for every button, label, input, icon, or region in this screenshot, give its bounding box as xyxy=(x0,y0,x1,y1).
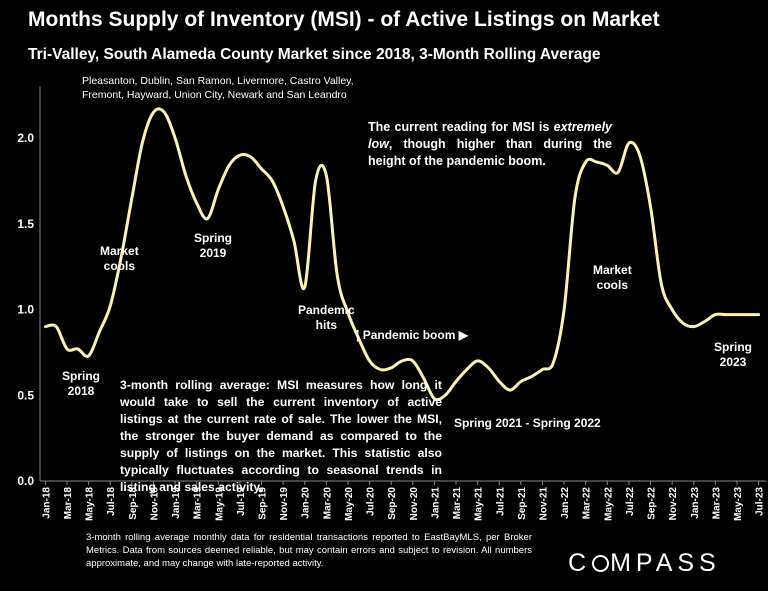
x-tick-label: May-23 xyxy=(733,487,744,521)
annotation-spring-2018: Spring 2018 xyxy=(62,369,100,398)
y-tick-label: 1.5 xyxy=(17,217,34,231)
x-tick-label: Sep-20 xyxy=(387,487,398,520)
y-tick-label: 0.0 xyxy=(17,474,34,488)
compass-logo-o-mark xyxy=(592,555,610,572)
x-tick-label: Sep-18 xyxy=(128,487,139,520)
x-tick-label: May-22 xyxy=(603,487,614,521)
x-tick-label: Mar-20 xyxy=(322,487,333,520)
x-tick-label: Jan-21 xyxy=(430,487,441,519)
x-tick-label: Nov-18 xyxy=(149,487,160,521)
chart-title: Months Supply of Inventory (MSI) - of Ac… xyxy=(28,8,660,31)
x-tick-label: May-18 xyxy=(85,487,96,521)
x-tick-label: May-19 xyxy=(214,487,225,521)
x-tick-label: Nov-19 xyxy=(279,487,290,521)
x-tick-label: May-21 xyxy=(474,487,485,521)
annotation-market-cools-1: Market cools xyxy=(100,244,139,273)
x-tick-label: Jan-23 xyxy=(690,487,701,519)
x-tick-label: Jul-22 xyxy=(625,487,636,516)
x-axis: Jan-18 Mar-18 May-18 Jul-18 Sep-18 Nov-18 Jan-… xyxy=(40,480,766,521)
annotation-market-cools-2: Market cools xyxy=(593,263,632,292)
x-tick-label: Sep-22 xyxy=(647,487,658,520)
x-tick-label: Nov-21 xyxy=(538,487,549,521)
annotation-spring-2021-2022: Spring 2021 - Spring 2022 xyxy=(454,416,601,430)
x-tick-label: May-20 xyxy=(344,487,355,521)
x-tick-label: Jan-20 xyxy=(301,487,312,519)
y-tick-label: 1.0 xyxy=(17,303,34,317)
x-tick-label: Mar-19 xyxy=(193,487,204,520)
annotation-pandemic-hits: Pandemic hits xyxy=(298,303,355,332)
y-tick-label: 2.0 xyxy=(17,131,34,145)
chart-subtitle: Tri-Valley, South Alameda County Market … xyxy=(28,46,601,63)
x-tick-label: Sep-21 xyxy=(517,487,528,520)
cities-label: Pleasanton, Dublin, San Ramon, Livermore… xyxy=(82,74,354,102)
compass-logo: C MPASS xyxy=(568,549,721,577)
x-tick-label: Jul-20 xyxy=(366,487,377,516)
x-tick-label: Nov-20 xyxy=(409,487,420,521)
x-tick-label: Mar-22 xyxy=(582,487,593,520)
x-tick-label: Jul-23 xyxy=(755,487,766,516)
x-tick-label: Jul-18 xyxy=(106,487,117,516)
cities-line-2: Fremont, Hayward, Union City, Newark and… xyxy=(82,89,347,101)
source-footnote: 3-month rolling average monthly data for… xyxy=(86,532,532,569)
x-tick-label: Jul-21 xyxy=(495,487,506,516)
x-tick-label: Sep-19 xyxy=(258,487,269,520)
x-tick-label: Mar-21 xyxy=(452,487,463,520)
x-tick-label: Nov-22 xyxy=(668,487,679,521)
x-tick-label: Jul-19 xyxy=(236,487,247,516)
annotation-pandemic-boom: | Pandemic boom ▶ xyxy=(356,328,468,342)
x-tick-label: Mar-23 xyxy=(711,487,722,520)
x-tick-label: Jan-18 xyxy=(41,487,52,519)
y-axis: 0.0 0.5 1.0 1.5 2.0 xyxy=(17,86,41,488)
x-tick-label: Jan-19 xyxy=(171,487,182,519)
cities-line-1: Pleasanton, Dublin, San Ramon, Livermore… xyxy=(82,75,354,87)
msi-explanation-text: 3-month rolling average: MSI measures ho… xyxy=(120,378,442,494)
x-tick-label: Mar-18 xyxy=(63,487,74,520)
annotation-spring-2019: Spring 2019 xyxy=(194,231,232,260)
msi-series-line xyxy=(43,107,761,402)
x-tick-label: Jan-22 xyxy=(560,487,571,519)
msi-current-reading-note: The current reading for MSI is extremely… xyxy=(368,120,612,168)
y-tick-label: 0.5 xyxy=(17,388,34,402)
annotation-spring-2023: Spring 2023 xyxy=(714,340,752,369)
